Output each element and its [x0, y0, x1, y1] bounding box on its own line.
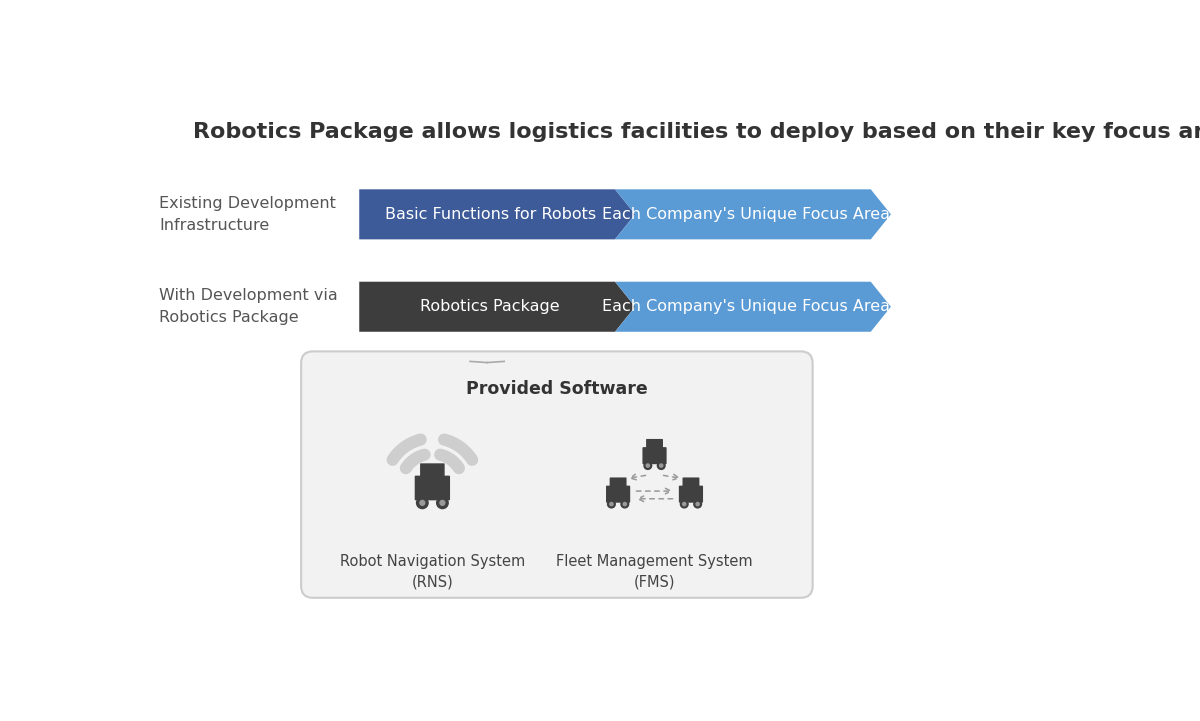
Circle shape — [658, 461, 665, 469]
Text: Fleet Management System
(FMS): Fleet Management System (FMS) — [557, 554, 752, 590]
FancyBboxPatch shape — [679, 486, 703, 503]
Polygon shape — [616, 282, 890, 332]
Circle shape — [607, 500, 616, 508]
Circle shape — [683, 503, 686, 505]
Text: Robotics Package allows logistics facilities to deploy based on their key focus : Robotics Package allows logistics facili… — [193, 122, 1200, 142]
Text: Each Company's Unique Focus Areas: Each Company's Unique Focus Areas — [602, 207, 898, 222]
Text: Basic Functions for Robots: Basic Functions for Robots — [384, 207, 595, 222]
FancyBboxPatch shape — [415, 476, 450, 500]
Circle shape — [416, 497, 428, 508]
Text: Existing Development
Infrastructure: Existing Development Infrastructure — [160, 195, 336, 233]
Text: Provided Software: Provided Software — [466, 380, 648, 398]
Circle shape — [680, 500, 688, 508]
Circle shape — [437, 497, 448, 508]
Circle shape — [420, 500, 425, 505]
Circle shape — [623, 503, 626, 505]
Polygon shape — [359, 282, 635, 332]
FancyBboxPatch shape — [301, 351, 812, 598]
FancyBboxPatch shape — [642, 447, 667, 464]
FancyBboxPatch shape — [646, 439, 662, 449]
Circle shape — [647, 464, 649, 467]
Circle shape — [440, 500, 445, 505]
FancyBboxPatch shape — [606, 486, 630, 503]
Circle shape — [696, 503, 700, 505]
Text: Robotics Package: Robotics Package — [420, 299, 560, 314]
Circle shape — [620, 500, 629, 508]
Circle shape — [694, 500, 702, 508]
Text: With Development via
Robotics Package: With Development via Robotics Package — [160, 288, 338, 325]
Circle shape — [610, 503, 613, 505]
Circle shape — [644, 461, 652, 469]
Polygon shape — [359, 190, 635, 239]
FancyBboxPatch shape — [420, 464, 445, 478]
FancyBboxPatch shape — [683, 477, 700, 488]
Text: Robot Navigation System
(RNS): Robot Navigation System (RNS) — [340, 554, 524, 590]
FancyBboxPatch shape — [610, 477, 626, 488]
Circle shape — [660, 464, 662, 467]
Polygon shape — [616, 190, 890, 239]
Text: Each Company's Unique Focus Areas: Each Company's Unique Focus Areas — [602, 299, 898, 314]
